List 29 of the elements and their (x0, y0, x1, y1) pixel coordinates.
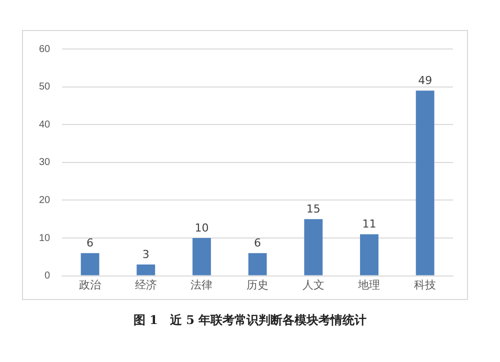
text: 图 1 近 5 年联考常识判断各模块考情统计 (132, 312, 368, 329)
bar (136, 264, 156, 276)
x-tick-label: 历史 (246, 278, 269, 292)
data-label: 3 (142, 248, 150, 261)
bar (360, 234, 378, 276)
data-label: 6 (86, 236, 94, 250)
bar (248, 253, 267, 276)
y-tick-label: 40 (39, 119, 51, 130)
x-tick-label: 人文 (302, 278, 324, 292)
x-tick-label: 科技 (414, 279, 436, 292)
bar (416, 90, 434, 276)
data-label: 6 (254, 236, 262, 250)
x-tick-label: 政治 (79, 279, 102, 292)
bar (80, 253, 100, 276)
y-tick-label: 20 (39, 194, 51, 206)
y-tick-label: 60 (39, 44, 51, 55)
data-label: 11 (362, 218, 376, 231)
y-tick-label: 30 (39, 157, 51, 168)
y-tick-label: 50 (39, 82, 51, 93)
bar (192, 238, 211, 276)
bar (304, 219, 323, 276)
x-tick-label: 地理 (357, 278, 380, 292)
x-tick-label: 法律 (190, 278, 213, 292)
x-tick-label: 经济 (134, 278, 157, 292)
y-tick-label: 10 (39, 232, 51, 244)
data-label: 15 (306, 202, 320, 216)
y-tick-label: 0 (44, 270, 51, 282)
data-label: 49 (418, 74, 432, 87)
data-label: 10 (194, 221, 209, 234)
